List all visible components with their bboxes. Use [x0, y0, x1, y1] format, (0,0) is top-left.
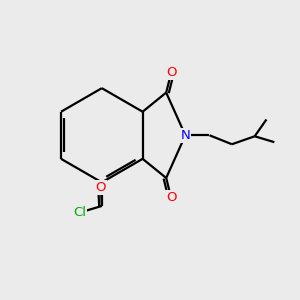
Text: O: O	[166, 191, 176, 205]
Text: N: N	[181, 129, 190, 142]
Text: O: O	[166, 66, 176, 79]
Text: Cl: Cl	[73, 206, 86, 219]
Text: O: O	[96, 181, 106, 194]
